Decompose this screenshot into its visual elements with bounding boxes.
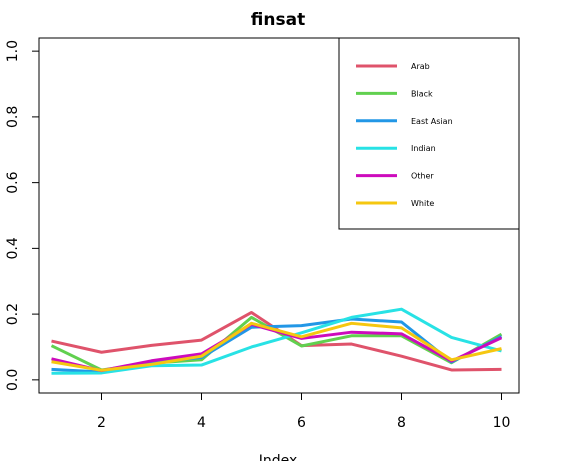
y-tick-label: 0.6 [5,171,21,193]
x-axis-label: Index [259,453,298,461]
y-tick-label: 0.8 [5,106,21,128]
series-lines [50,307,503,375]
legend-label-other: Other [411,172,434,181]
chart-title: finsat [251,10,305,30]
x-tick-label: 4 [197,415,206,431]
x-axis: 2 4 6 8 10 [97,392,511,431]
y-tick-label: 0.2 [5,303,21,325]
y-axis: 0.0 0.2 0.4 0.6 0.8 1.0 [5,40,40,391]
y-tick-label: 0.0 [5,369,21,391]
legend-label-arab: Arab [411,62,430,71]
legend-label-white: White [411,199,434,208]
legend-label-black: Black [411,89,433,98]
legend-label-east-asian: East Asian [411,117,453,126]
y-tick-label: 0.4 [5,237,21,259]
series-line-white [51,321,502,372]
x-tick-label: 8 [397,415,406,431]
legend: Arab Black East Asian Indian Other White [338,37,520,230]
x-tick-label: 10 [493,415,511,431]
legend-box [338,37,520,230]
x-tick-label: 6 [297,415,306,431]
y-tick-label: 1.0 [5,40,21,62]
legend-label-indian: Indian [411,144,436,153]
x-tick-label: 2 [97,415,106,431]
series-line-indian [51,307,502,375]
